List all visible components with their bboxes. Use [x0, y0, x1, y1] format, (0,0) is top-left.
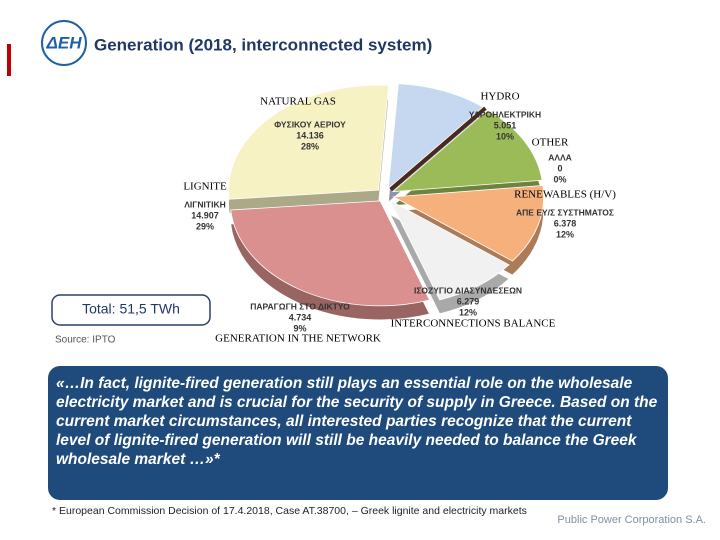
greek-label: ΑΠΕ ΕΥ/Σ ΣΥΣΤΗΜΑΤΟΣ: [516, 207, 614, 217]
total: Total: 51,5 TWh: [82, 301, 180, 317]
pie-slice: [228, 84, 390, 200]
percentage-label: 29%: [196, 221, 214, 231]
value-label: 0: [557, 163, 562, 173]
pie-slice: [389, 106, 487, 192]
value-label: 5.051: [494, 120, 517, 130]
percentage-label: 28%: [301, 141, 319, 151]
percentage-label: 9%: [293, 323, 306, 333]
slide-title: Generation (2018, interconnected system): [94, 35, 432, 54]
category-label: GENERATION IN THE NETWORK: [215, 333, 381, 345]
quote: «…In fact, lignite-fired generation stil…: [48, 366, 668, 500]
value-label: 4.734: [289, 312, 312, 322]
percentage-label: 10%: [496, 131, 514, 141]
pie-slice: [391, 109, 543, 193]
value-label: 6.378: [554, 218, 577, 228]
percentage-label: 12%: [556, 229, 574, 239]
source: Source: IPTO: [55, 335, 116, 346]
accent-bar: [7, 44, 11, 76]
percentage-label: 0%: [553, 174, 566, 184]
percentage-label: 12%: [459, 307, 477, 317]
greek-label: ΑΛΛΑ: [548, 152, 572, 162]
category-label: OTHER: [532, 137, 569, 149]
greek-label: ΛΙΓΝΙΤΙΚΗ: [184, 199, 225, 209]
greek-label: ΦΥΣΙΚΟΥ ΑΕΡΙΟΥ: [274, 119, 346, 129]
pie-slice: [392, 185, 545, 262]
value-label: 14.136: [296, 130, 324, 140]
category-label: RENEWABLES (H/V): [514, 189, 616, 201]
logo: ΔΕΗ: [45, 33, 82, 52]
total-box: [51, 294, 211, 326]
greek-label: ΠΑΡΑΓΩΓΗ ΣΤΟ ΔΙΚΤΥΟ: [250, 301, 350, 311]
greek-label: ΙΣΟΖΥΓΙΟ ΔΙΑΣΥΝΔΕΣΕΩΝ: [414, 285, 522, 295]
footnote: * European Commission Decision of 17.4.2…: [52, 505, 527, 517]
greek-label: ΥΔΡΟΗΛΕΚΤΡΙΚΗ: [469, 109, 541, 119]
category-label: HYDRO: [480, 91, 519, 103]
pie-slice: [387, 83, 484, 190]
company: Public Power Corporation S.A.: [557, 514, 706, 526]
logo-circle: [41, 20, 87, 66]
pie-slice: [230, 200, 431, 307]
value-label: 14.907: [191, 210, 219, 220]
value-label: 6.279: [457, 296, 480, 306]
category-label: LIGNITE: [183, 181, 227, 193]
pie-slice: [389, 199, 510, 301]
category-label: NATURAL GAS: [260, 96, 336, 108]
category-label: INTERCONNECTIONS BALANCE: [391, 318, 556, 330]
